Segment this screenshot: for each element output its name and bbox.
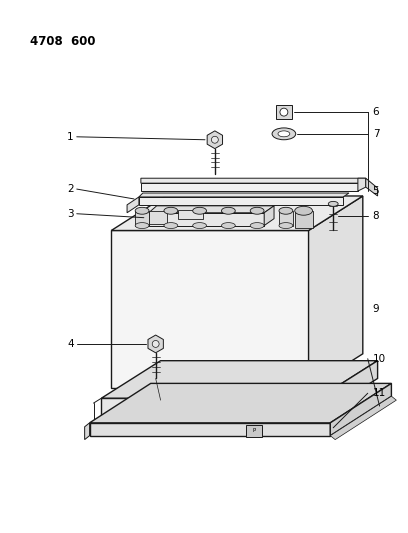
Polygon shape bbox=[149, 211, 166, 223]
Polygon shape bbox=[149, 206, 274, 213]
Ellipse shape bbox=[328, 201, 338, 206]
Ellipse shape bbox=[272, 128, 296, 140]
Polygon shape bbox=[330, 396, 396, 440]
Text: 1: 1 bbox=[67, 132, 74, 142]
Ellipse shape bbox=[164, 207, 178, 214]
Polygon shape bbox=[139, 197, 343, 205]
Text: 4708  600: 4708 600 bbox=[31, 35, 96, 47]
Polygon shape bbox=[135, 211, 149, 225]
Ellipse shape bbox=[222, 223, 235, 229]
Ellipse shape bbox=[193, 223, 206, 229]
Ellipse shape bbox=[280, 108, 288, 116]
Polygon shape bbox=[246, 425, 262, 437]
Polygon shape bbox=[264, 206, 274, 225]
Text: 4: 4 bbox=[67, 339, 74, 349]
Ellipse shape bbox=[164, 223, 178, 229]
Ellipse shape bbox=[193, 207, 206, 214]
Polygon shape bbox=[308, 196, 363, 389]
Polygon shape bbox=[250, 211, 264, 225]
Ellipse shape bbox=[278, 131, 290, 137]
Ellipse shape bbox=[222, 207, 235, 214]
Ellipse shape bbox=[279, 207, 293, 214]
Ellipse shape bbox=[279, 223, 293, 229]
Text: 2: 2 bbox=[67, 184, 74, 194]
Ellipse shape bbox=[250, 207, 264, 214]
Polygon shape bbox=[279, 211, 293, 225]
Polygon shape bbox=[148, 335, 163, 353]
Ellipse shape bbox=[295, 206, 313, 215]
Polygon shape bbox=[276, 105, 292, 119]
Text: 8: 8 bbox=[373, 211, 379, 221]
Polygon shape bbox=[207, 131, 222, 149]
Polygon shape bbox=[178, 210, 203, 219]
Polygon shape bbox=[102, 361, 377, 398]
Polygon shape bbox=[358, 178, 366, 191]
Polygon shape bbox=[318, 361, 377, 416]
Polygon shape bbox=[366, 178, 377, 196]
Polygon shape bbox=[141, 178, 366, 183]
Polygon shape bbox=[102, 398, 318, 416]
Polygon shape bbox=[164, 211, 178, 225]
Polygon shape bbox=[111, 230, 308, 389]
Polygon shape bbox=[84, 423, 90, 440]
Polygon shape bbox=[149, 213, 264, 225]
Ellipse shape bbox=[152, 341, 159, 348]
Text: 9: 9 bbox=[373, 304, 379, 314]
Text: 6: 6 bbox=[373, 107, 379, 117]
Text: 3: 3 bbox=[67, 209, 74, 219]
Text: 5: 5 bbox=[373, 186, 379, 196]
Polygon shape bbox=[141, 183, 358, 191]
Polygon shape bbox=[111, 196, 363, 230]
Polygon shape bbox=[139, 193, 349, 197]
Text: 10: 10 bbox=[373, 354, 386, 364]
Ellipse shape bbox=[135, 207, 149, 214]
Polygon shape bbox=[90, 423, 330, 435]
Text: 11: 11 bbox=[373, 388, 386, 398]
Polygon shape bbox=[222, 211, 235, 225]
Polygon shape bbox=[127, 197, 139, 213]
Text: 7: 7 bbox=[373, 129, 379, 139]
Polygon shape bbox=[90, 383, 391, 423]
Polygon shape bbox=[193, 211, 206, 225]
Ellipse shape bbox=[135, 223, 149, 229]
Ellipse shape bbox=[250, 223, 264, 229]
Ellipse shape bbox=[211, 136, 218, 143]
Polygon shape bbox=[295, 211, 313, 228]
Text: P: P bbox=[253, 428, 256, 433]
Polygon shape bbox=[330, 383, 391, 435]
